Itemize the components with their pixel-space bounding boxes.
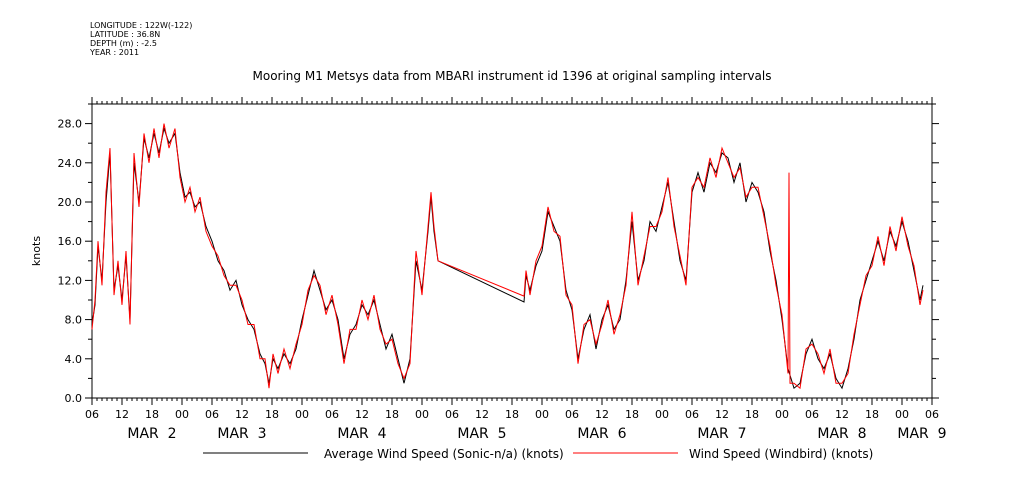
x-tick-label: 00 xyxy=(295,408,309,421)
y-axis-label: knots xyxy=(30,236,43,266)
x-tick-label: 12 xyxy=(475,408,489,421)
x-tick-label: 12 xyxy=(235,408,249,421)
day-label: MAR 7 xyxy=(697,426,746,442)
y-tick-label: 8.0 xyxy=(65,314,83,327)
x-tick-label: 18 xyxy=(385,408,399,421)
x-tick-label: 18 xyxy=(865,408,879,421)
series-line-windbird-wind-speed xyxy=(91,123,924,390)
day-label: MAR 6 xyxy=(577,426,626,442)
x-tick-label: 00 xyxy=(655,408,669,421)
y-tick-labels: 0.0 4.0 8.0 12.0 16.0 20.0 24.0 28.0 xyxy=(58,118,83,405)
x-tick-label: 12 xyxy=(835,408,849,421)
x-tick-label: 12 xyxy=(595,408,609,421)
day-label: MAR 5 xyxy=(457,426,506,442)
x-tick-label: 18 xyxy=(505,408,519,421)
x-tick-label: 12 xyxy=(355,408,369,421)
day-labels: MAR 2 MAR 3 MAR 4 MAR 5 MAR 6 MAR 7 MAR 8 MAR 9 xyxy=(127,426,946,442)
axis-ticks xyxy=(85,97,939,405)
x-tick-label: 00 xyxy=(415,408,429,421)
day-label: MAR 3 xyxy=(217,426,266,442)
x-tick-label: 18 xyxy=(265,408,279,421)
x-tick-label: 06 xyxy=(685,408,699,421)
legend-label-windbird: Wind Speed (Windbird) (knots) xyxy=(689,447,873,461)
x-tick-label: 06 xyxy=(85,408,99,421)
series-line-average-wind-speed xyxy=(91,126,924,390)
day-label: MAR 4 xyxy=(337,426,386,442)
header-latitude: LATITUDE : 36.8N xyxy=(90,30,160,39)
x-tick-label: 06 xyxy=(445,408,459,421)
y-tick-label: 12.0 xyxy=(58,274,83,287)
x-tick-label: 12 xyxy=(715,408,729,421)
x-tick-label: 06 xyxy=(925,408,939,421)
y-tick-label: 24.0 xyxy=(58,157,83,170)
chart-title: Mooring M1 Metsys data from MBARI instru… xyxy=(253,69,772,83)
y-tick-label: 16.0 xyxy=(58,235,83,248)
x-tick-label: 06 xyxy=(805,408,819,421)
x-tick-label: 18 xyxy=(745,408,759,421)
x-tick-label: 06 xyxy=(565,408,579,421)
x-tick-label: 00 xyxy=(175,408,189,421)
y-tick-label: 4.0 xyxy=(65,353,83,366)
x-tick-label: 00 xyxy=(535,408,549,421)
x-tick-label: 18 xyxy=(625,408,639,421)
y-tick-label: 0.0 xyxy=(65,392,83,405)
header-year: YEAR : 2011 xyxy=(89,48,139,57)
series-group xyxy=(91,123,924,390)
y-tick-label: 28.0 xyxy=(58,118,83,131)
day-label: MAR 2 xyxy=(127,426,176,442)
legend-label-average: Average Wind Speed (Sonic-n/a) (knots) xyxy=(324,447,564,461)
x-tick-label: 06 xyxy=(325,408,339,421)
x-tick-labels: 06 12 18 00 06 12 18 00 06 12 18 00 06 12 18 00 06 12 18 00… xyxy=(85,408,939,421)
x-tick-label: 06 xyxy=(205,408,219,421)
day-label: MAR 9 xyxy=(897,426,946,442)
x-tick-label: 18 xyxy=(145,408,159,421)
x-tick-label: 00 xyxy=(775,408,789,421)
day-label: MAR 8 xyxy=(817,426,866,442)
y-tick-label: 20.0 xyxy=(58,196,83,209)
x-tick-label: 12 xyxy=(115,408,129,421)
header-longitude: LONGITUDE : 122W(-122) xyxy=(90,21,192,30)
header-depth: DEPTH (m) : -2.5 xyxy=(90,39,157,48)
x-tick-label: 00 xyxy=(895,408,909,421)
